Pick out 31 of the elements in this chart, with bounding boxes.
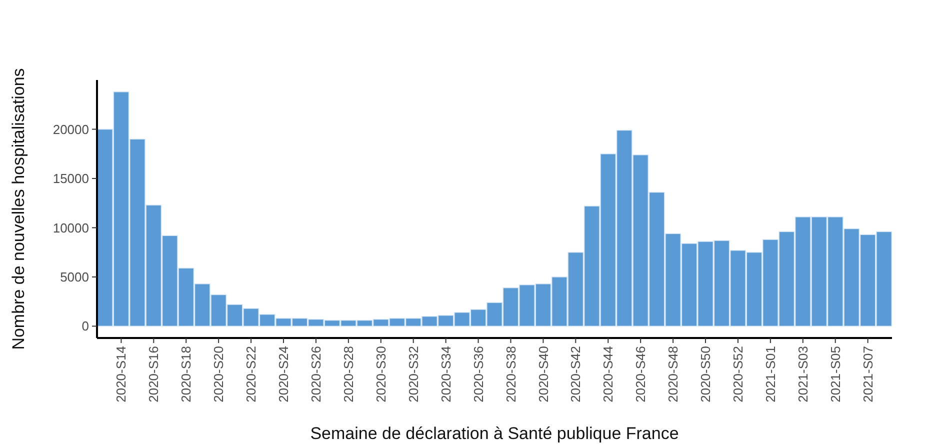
x-tick-label: 2020-S20 (211, 346, 226, 402)
x-tick-label: 2020-S22 (244, 346, 259, 402)
y-tick-label: 20000 (52, 122, 89, 137)
y-axis-title: Nombre de nouvelles hospitalisations (9, 68, 28, 350)
x-tick-label: 2020-S32 (406, 346, 421, 402)
x-tick-label: 2020-S28 (340, 346, 356, 402)
x-tick-label: 2020-S34 (438, 346, 454, 402)
y-tick-label: 5000 (60, 269, 89, 284)
x-tick-label: 2021-S05 (828, 346, 843, 402)
x-tick-label: 2020-S44 (600, 346, 616, 402)
x-axis-title: Semaine de déclaration à Santé publique France (310, 424, 679, 443)
x-tick-label: 2020-S36 (470, 346, 486, 402)
x-tick-label: 2020-S16 (146, 346, 162, 402)
x-tick-label: 2020-S30 (373, 346, 388, 402)
x-tick-label: 2020-S38 (503, 346, 518, 402)
x-tick-label: 2021-S03 (795, 346, 810, 402)
x-tick-label: 2020-S42 (568, 346, 584, 402)
x-tick-label: 2021-S01 (762, 346, 778, 402)
x-tick-label: 2020-S18 (178, 346, 194, 402)
x-tick-label: 2020-S14 (114, 346, 129, 402)
x-tick-label: 2020-S52 (730, 346, 746, 402)
y-tick-label: 10000 (52, 220, 89, 236)
x-tick-label: 2021-S07 (860, 346, 876, 402)
x-tick-label: 2020-S48 (666, 346, 681, 402)
x-tick-label: 2020-S40 (536, 346, 551, 402)
x-tick-label: 2020-S24 (276, 346, 292, 402)
x-tick-label: 2020-S46 (633, 346, 648, 402)
x-tick-label: 2020-S50 (698, 346, 714, 402)
x-tick-label: 2020-S26 (308, 346, 324, 402)
y-tick-label: 15000 (52, 171, 89, 186)
y-tick-label: 0 (82, 318, 89, 334)
